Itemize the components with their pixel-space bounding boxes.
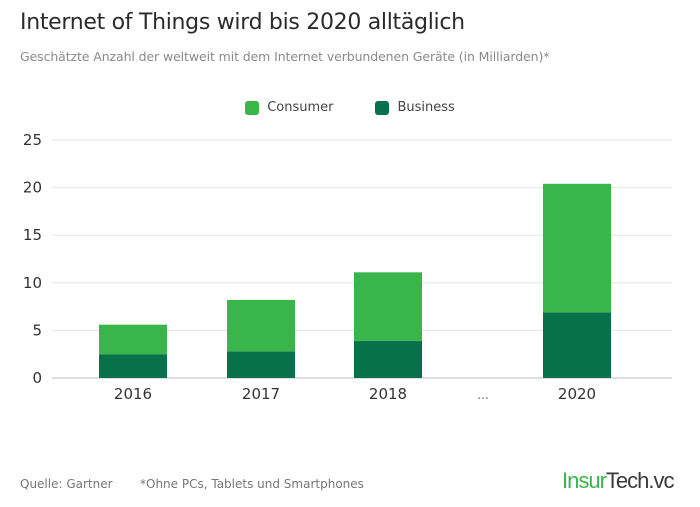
- bar-business-2020: [543, 312, 611, 378]
- insurtech-logo: InsurTech.vc: [562, 468, 675, 494]
- logo-part-insur: Insur: [562, 468, 607, 493]
- bar-chart: 0 5 10 15 20 25 2016 2017 2018... 2020: [23, 131, 672, 403]
- legend-swatch-consumer: [245, 100, 260, 115]
- y-tick-label: 25: [23, 131, 42, 149]
- legend-label-business: Business: [397, 100, 455, 115]
- source-note: Quelle: Gartner: [20, 477, 113, 491]
- bar-consumer-2016: [99, 324, 167, 355]
- y-tick-label: 10: [23, 274, 42, 292]
- y-tick-label: 0: [32, 369, 42, 387]
- bar-business-2017: [227, 351, 295, 378]
- legend-item-business: Business: [375, 100, 455, 115]
- x-tick-label: 2018: [369, 385, 407, 403]
- x-tick-label: 2016: [114, 385, 152, 403]
- bar-business-2016: [99, 354, 167, 378]
- legend-swatch-business: [375, 100, 390, 115]
- y-tick-label: 15: [23, 226, 42, 244]
- y-tick-label: 20: [23, 179, 42, 197]
- bar-consumer-2020: [543, 183, 611, 313]
- bar-consumer-2017: [227, 299, 295, 352]
- legend-item-consumer: Consumer: [245, 100, 333, 115]
- bar-business-2018: [354, 340, 422, 378]
- chart-subtitle: Geschätzte Anzahl der weltweit mit dem I…: [20, 49, 550, 64]
- x-tick-label: 2017: [242, 385, 280, 403]
- x-tick-label: 2020: [558, 385, 596, 403]
- bar-consumer-2018: [354, 272, 422, 341]
- legend: Consumer Business: [0, 100, 700, 115]
- chart-title: Internet of Things wird bis 2020 alltägl…: [20, 10, 465, 35]
- y-tick-label: 5: [32, 321, 42, 339]
- legend-label-consumer: Consumer: [267, 100, 334, 115]
- x-tick-label: ...: [477, 388, 488, 402]
- footnote: *Ohne PCs, Tablets und Smartphones: [140, 477, 364, 491]
- logo-part-tech: Tech.vc: [605, 468, 675, 493]
